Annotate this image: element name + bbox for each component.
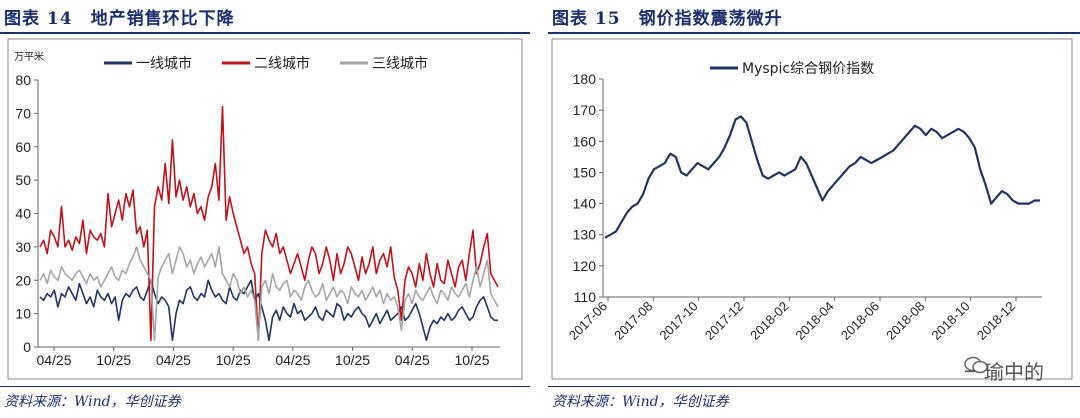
y-tick-label: 160	[573, 133, 597, 149]
source-rule	[548, 386, 1080, 387]
source-rule	[0, 386, 530, 387]
housing-sales-chart: 0 10 20 30 40 50 60 70 80 04/25 10/25 04/25 10/25 04/…	[7, 38, 523, 380]
chart-frame	[551, 38, 1073, 380]
y-tick-label: 110	[574, 289, 597, 305]
x-tick-label: 04/25	[36, 352, 71, 368]
source-note: 资料来源：Wind，华创证券	[4, 394, 181, 410]
y-tick-label: 40	[15, 206, 31, 222]
y-tick-label: 180	[573, 71, 597, 87]
x-tick-label: 2017-12	[702, 299, 746, 343]
title-rule	[548, 32, 1080, 34]
y-tick-label: 70	[15, 105, 31, 121]
legend-label: Myspic综合钢价指数	[742, 61, 874, 77]
chart-frame	[7, 38, 523, 380]
x-tick-label: 2017-06	[566, 299, 610, 343]
figure-14-panel: 图表 14 地产销售环比下降 0 10 20 30 40 50 60 70 80 04/25 10/…	[0, 0, 530, 418]
x-tick-label: 2018-02	[747, 299, 791, 343]
x-tick-label: 2018-12	[974, 299, 1018, 343]
y-tick-label: 30	[15, 239, 31, 255]
y-tick-label: 120	[573, 258, 597, 274]
y-tick-label: 0	[23, 339, 31, 355]
x-tick-label: 10/25	[454, 352, 489, 368]
y-tick-label: 80	[15, 72, 31, 88]
x-tick-label: 10/25	[216, 352, 251, 368]
x-tick-label: 2018-10	[928, 299, 972, 343]
x-tick-label: 2017-10	[656, 299, 700, 343]
watermark: 一瑜中的	[964, 356, 1044, 385]
y-unit-label: 万平米	[14, 50, 44, 63]
y-tick-label: 140	[573, 196, 597, 212]
figure-15-panel: 图表 15 钢价指数震荡微升 110 120 130 140 150 160 170 180 2…	[548, 0, 1080, 418]
y-tick-label: 50	[15, 172, 31, 188]
x-tick-label: 2017-08	[611, 299, 655, 343]
legend-label: 一线城市	[136, 55, 192, 72]
series-line-3	[39, 246, 499, 342]
x-tick-label: 2018-08	[883, 299, 927, 343]
legend-label: 二线城市	[254, 55, 310, 72]
source-note: 资料来源：Wind，华创证券	[552, 394, 729, 410]
series-line-1	[604, 115, 1040, 239]
series-line-1	[39, 279, 498, 342]
series-line-2	[39, 105, 499, 342]
x-tick-label: 04/25	[395, 352, 430, 368]
title-rule	[0, 32, 530, 34]
x-tick-label: 2018-06	[838, 299, 882, 343]
x-tick-label: 10/25	[96, 352, 131, 368]
y-tick-label: 10	[15, 306, 31, 322]
y-tick-label: 20	[15, 272, 31, 288]
figure-title: 图表 14 地产销售环比下降	[4, 9, 235, 29]
y-tick-label: 60	[15, 139, 31, 155]
wechat-icon	[964, 356, 988, 374]
legend-label: 三线城市	[372, 55, 428, 72]
x-tick-label: 04/25	[275, 352, 310, 368]
x-tick-label: 2018-04	[792, 299, 836, 343]
y-tick-label: 150	[573, 164, 597, 180]
x-tick-label: 10/25	[335, 352, 370, 368]
x-tick-label: 04/25	[156, 352, 191, 368]
figure-title: 图表 15 钢价指数震荡微升	[552, 9, 783, 29]
y-tick-label: 130	[573, 227, 597, 243]
y-tick-label: 170	[573, 102, 597, 118]
